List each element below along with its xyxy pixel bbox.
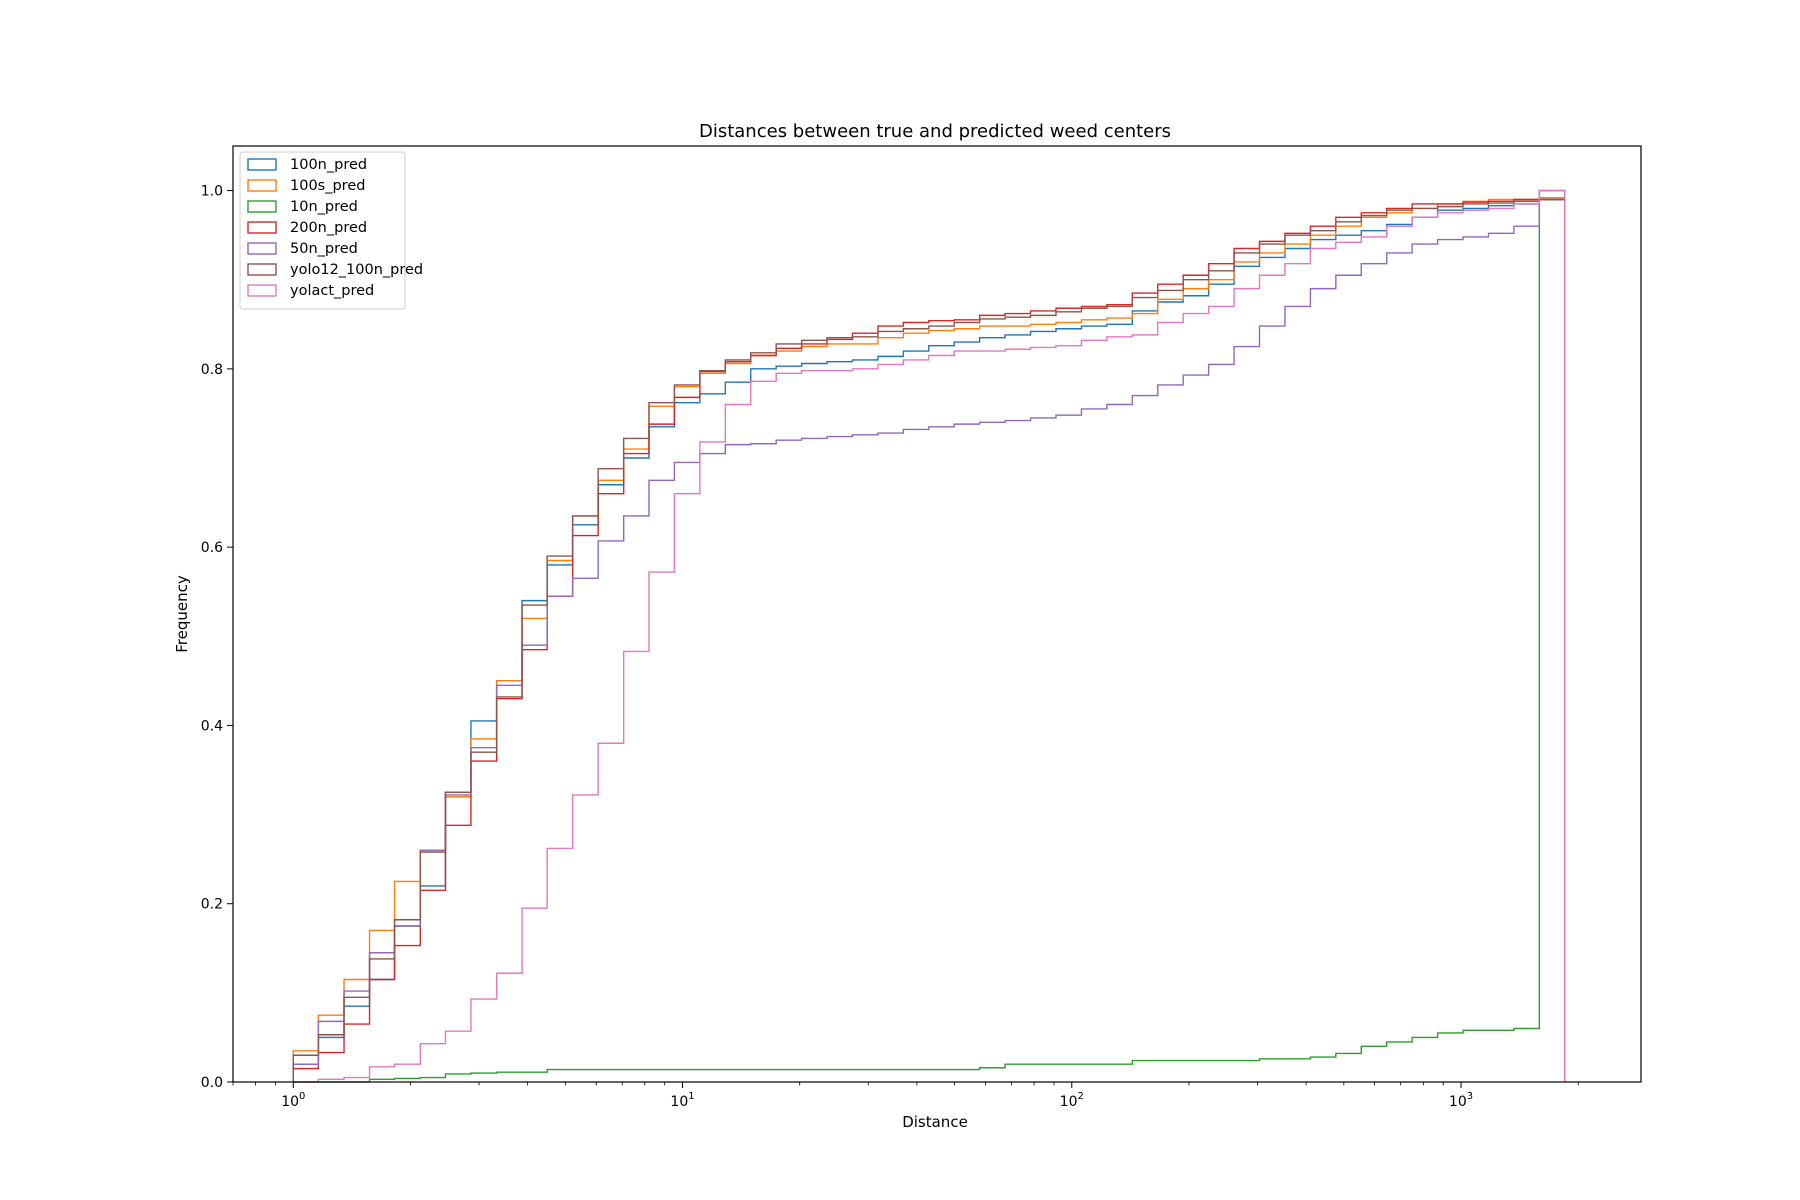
y-tick-label: 0.4 <box>201 718 223 734</box>
x-axis-label: Distance <box>902 1113 968 1131</box>
x-tick-label: 100 <box>281 1091 305 1110</box>
y-axis-label: Frequency <box>173 575 191 653</box>
x-tick-label: 101 <box>670 1091 694 1110</box>
y-tick-label: 0.6 <box>201 540 223 556</box>
legend-swatch <box>247 179 277 192</box>
series-layer <box>292 189 1566 1083</box>
series-line-yolo12_100n_pred <box>292 198 1566 1082</box>
y-tick-label: 0.2 <box>201 897 223 913</box>
y-axis: 0.0 0.2 0.4 0.6 0.8 1.0 <box>201 184 233 1091</box>
x-tick-label: 102 <box>1060 1091 1084 1110</box>
legend-label: 10n_pred <box>290 199 358 215</box>
legend-swatch <box>247 284 277 297</box>
legend-label: yolo12_100n_pred <box>290 262 423 278</box>
chart-title: Distances between true and predicted wee… <box>699 121 1171 142</box>
legend-label: yolact_pred <box>290 283 374 299</box>
axes-frame <box>232 145 1642 1083</box>
legend: 100n_pred 100s_pred 10n_pred 200n_pred 50n_p… <box>239 151 423 310</box>
legend-label: 200n_pred <box>290 220 367 236</box>
x-tick-label: 103 <box>1449 1091 1473 1110</box>
legend-label: 50n_pred <box>290 241 358 257</box>
y-tick-label: 0.8 <box>201 362 223 378</box>
legend-label: 100n_pred <box>290 157 367 173</box>
axes-background <box>233 146 1641 1082</box>
y-tick-label: 1.0 <box>201 184 223 200</box>
y-tick-label: 0.0 <box>201 1075 223 1091</box>
legend-swatch <box>247 242 277 255</box>
series-line-yolact_pred <box>293 189 1566 1083</box>
plot-area <box>232 145 1642 1083</box>
legend-swatch <box>247 263 277 276</box>
series-line-50n_pred <box>292 189 1566 1082</box>
legend-frame <box>239 151 406 310</box>
x-axis: 100 101 102 103 <box>232 1082 1579 1110</box>
legend-label: 100s_pred <box>290 178 365 194</box>
legend-swatch <box>247 158 277 171</box>
series-line-10n_pred <box>293 189 1566 1083</box>
legend-swatch <box>247 221 277 234</box>
legend-swatch <box>247 200 277 213</box>
